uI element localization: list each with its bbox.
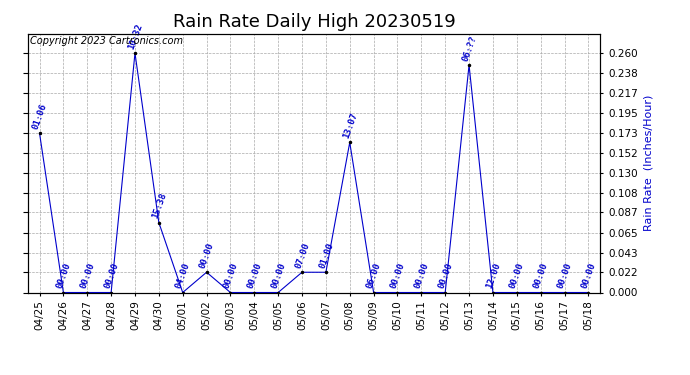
Text: 06:00: 06:00 xyxy=(365,262,383,290)
Text: 00:00: 00:00 xyxy=(79,262,97,290)
Text: 00:00: 00:00 xyxy=(103,262,120,290)
Text: 00:00: 00:00 xyxy=(556,262,573,290)
Text: 00:00: 00:00 xyxy=(532,262,550,290)
Text: 10:32: 10:32 xyxy=(126,22,144,51)
Text: Copyright 2023 Cartronics.com: Copyright 2023 Cartronics.com xyxy=(30,36,184,46)
Text: 00:00: 00:00 xyxy=(222,262,239,290)
Text: 00:00: 00:00 xyxy=(413,262,431,290)
Text: 01:06: 01:06 xyxy=(31,102,49,130)
Text: 00:00: 00:00 xyxy=(55,262,72,290)
Text: 00:00: 00:00 xyxy=(580,262,598,290)
Y-axis label: Rain Rate  (Inches/Hour): Rain Rate (Inches/Hour) xyxy=(643,95,653,231)
Text: 00:00: 00:00 xyxy=(389,262,406,290)
Text: 00:00: 00:00 xyxy=(270,262,287,290)
Text: 01:00: 01:00 xyxy=(317,242,335,270)
Text: 00:00: 00:00 xyxy=(509,262,526,290)
Text: 00:00: 00:00 xyxy=(246,262,264,290)
Text: 06:??: 06:?? xyxy=(461,34,478,63)
Text: 00:00: 00:00 xyxy=(437,262,455,290)
Text: 15:38: 15:38 xyxy=(150,192,168,220)
Title: Rain Rate Daily High 20230519: Rain Rate Daily High 20230519 xyxy=(172,13,455,31)
Text: 04:00: 04:00 xyxy=(175,262,192,290)
Text: 13:07: 13:07 xyxy=(342,111,359,140)
Text: 07:00: 07:00 xyxy=(293,242,311,270)
Text: 12:00: 12:00 xyxy=(484,262,502,290)
Text: 00:00: 00:00 xyxy=(198,242,216,270)
